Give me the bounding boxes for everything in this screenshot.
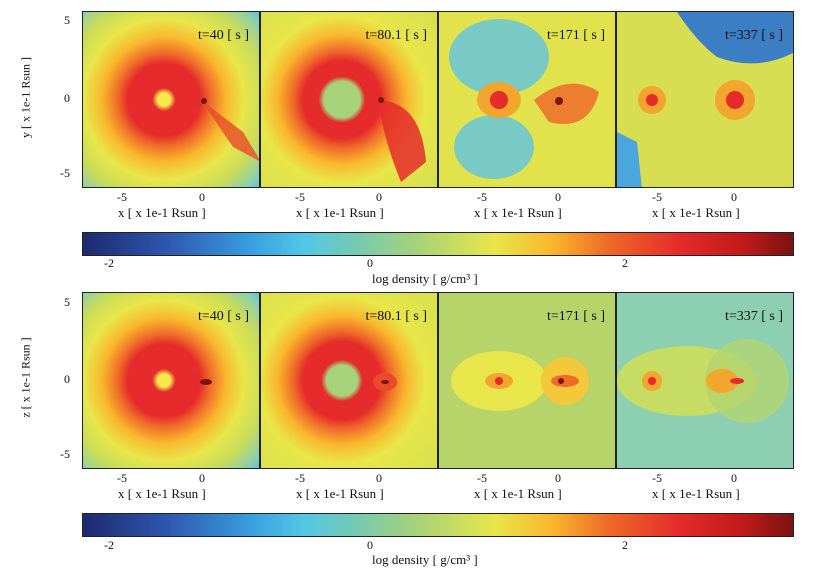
colorbar-tick: 2 — [622, 256, 628, 270]
density-panel-xz-t40: t=40 [ s ] — [82, 292, 260, 469]
density-panel-xz-t80: t=80.1 [ s ] — [260, 292, 438, 469]
y-tick-0: 0 — [64, 91, 70, 105]
x-tick: -5 — [477, 190, 487, 204]
x-tick: -5 — [295, 190, 305, 204]
density-panel-xy-t40: t=40 [ s ] — [82, 11, 260, 188]
colorbar-tick: 0 — [367, 256, 373, 270]
z-axis-label: z [ x 1e-1 Rsun ] — [18, 337, 33, 418]
x-tick: 0 — [376, 471, 382, 485]
density-map — [261, 293, 437, 468]
time-label: t=337 [ s ] — [724, 309, 783, 324]
y-tick-neg5: -5 — [60, 166, 70, 180]
x-tick: -5 — [117, 471, 127, 485]
colorbar — [82, 232, 794, 256]
x-axis-label: x [ x 1e-1 Rsun ] — [652, 486, 740, 501]
time-label: t=171 [ s ] — [546, 309, 605, 324]
time-label: t=80.1 [ s ] — [365, 309, 427, 324]
colorbar-label: log density [ g/cm³ ] — [372, 552, 478, 567]
density-panel-xz-t337: t=337 [ s ] — [616, 292, 794, 469]
density-map — [83, 12, 259, 187]
time-label: t=337 [ s ] — [724, 28, 783, 43]
density-panel-xy-t337: t=337 [ s ] — [616, 11, 794, 188]
x-tick: 0 — [731, 471, 737, 485]
colorbar-tick: 0 — [367, 538, 373, 552]
time-label: t=40 [ s ] — [197, 309, 249, 324]
density-panel-xy-t80: t=80.1 [ s ] — [260, 11, 438, 188]
companion-shape — [200, 379, 212, 385]
x-axis-label: x [ x 1e-1 Rsun ] — [118, 205, 206, 220]
outflow-shape — [378, 97, 426, 182]
y-tick-0: 0 — [64, 372, 70, 386]
outflow-shape — [201, 98, 259, 161]
x-tick: 0 — [199, 190, 205, 204]
x-tick: 0 — [555, 471, 561, 485]
x-tick: 0 — [199, 471, 205, 485]
y-axis-label: y [ x 1e-1 Rsun ] — [18, 57, 33, 138]
colorbar-label: log density [ g/cm³ ] — [372, 271, 478, 286]
colorbar — [82, 513, 794, 537]
density-features — [449, 19, 599, 179]
x-axis-label: x [ x 1e-1 Rsun ] — [652, 205, 740, 220]
y-tick-5: 5 — [64, 13, 70, 27]
x-tick: -5 — [117, 190, 127, 204]
colorbar-tick: -2 — [104, 538, 114, 552]
density-panel-xz-t171: t=171 [ s ] — [438, 292, 616, 469]
time-label: t=40 [ s ] — [197, 28, 249, 43]
x-tick: -5 — [652, 471, 662, 485]
x-tick: 0 — [376, 190, 382, 204]
density-panel-xy-t171: t=171 [ s ] — [438, 11, 616, 188]
colorbar-tick: 2 — [622, 538, 628, 552]
x-axis-label: x [ x 1e-1 Rsun ] — [296, 205, 384, 220]
time-label: t=171 [ s ] — [546, 28, 605, 43]
colorbar-tick: -2 — [104, 256, 114, 270]
companion-shape — [373, 373, 397, 391]
x-axis-label: x [ x 1e-1 Rsun ] — [118, 486, 206, 501]
x-tick: 0 — [555, 190, 561, 204]
y-tick-5: 5 — [64, 295, 70, 309]
x-axis-label: x [ x 1e-1 Rsun ] — [474, 486, 562, 501]
x-tick: -5 — [477, 471, 487, 485]
density-map — [83, 293, 259, 468]
x-tick: -5 — [652, 190, 662, 204]
x-tick: 0 — [731, 190, 737, 204]
y-tick-neg5: -5 — [60, 447, 70, 461]
time-label: t=80.1 [ s ] — [365, 28, 427, 43]
density-features — [617, 12, 793, 187]
density-features — [451, 351, 589, 411]
density-features — [617, 339, 789, 423]
x-axis-label: x [ x 1e-1 Rsun ] — [474, 205, 562, 220]
x-tick: -5 — [295, 471, 305, 485]
x-axis-label: x [ x 1e-1 Rsun ] — [296, 486, 384, 501]
